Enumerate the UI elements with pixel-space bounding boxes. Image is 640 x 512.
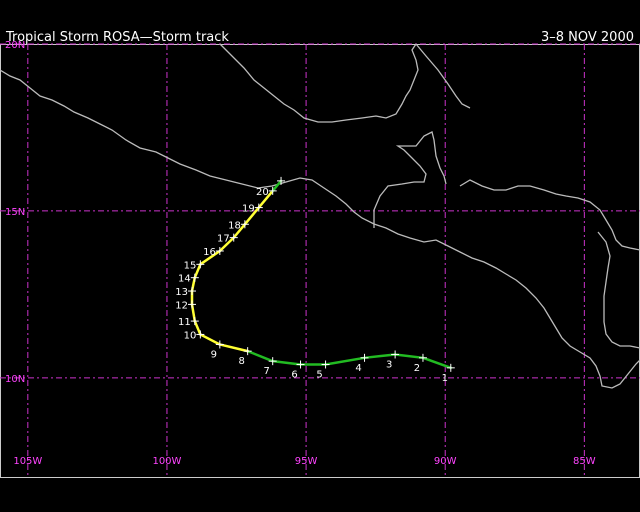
date-range: 3–8 NOV 2000 [541, 30, 634, 45]
track-segment [199, 249, 222, 266]
track-point-label: 12 [175, 300, 188, 311]
track-point-label: 19 [242, 204, 255, 215]
track-point-label: 17 [217, 234, 230, 245]
lat-label: 10N [5, 374, 25, 385]
track-segment [232, 223, 247, 239]
graticule: 20N 15N 10N 105W 100W 95W 90W 85W [0, 40, 640, 478]
track-segment [271, 179, 283, 193]
honduras-caribbean-coast [459, 179, 640, 251]
lat-label: 15N [5, 207, 25, 218]
track-segment [218, 343, 249, 353]
track-point-label: 7 [264, 366, 270, 377]
track-point-label: 15 [184, 260, 197, 271]
track-point-label: 16 [203, 247, 216, 258]
track-point-label: 3 [386, 359, 392, 370]
track-segment [246, 349, 274, 363]
track-point-label: 9 [211, 349, 217, 360]
lon-label: 90W [434, 456, 457, 467]
track-point-label: 20 [256, 187, 269, 198]
track-segment [363, 353, 397, 360]
track-point-label: 1 [442, 373, 448, 384]
guatemala-belize-border [373, 131, 447, 228]
track-segment [199, 333, 222, 346]
lon-label: 100W [152, 456, 181, 467]
track-point-label: 11 [178, 317, 191, 328]
track-point-label: 13 [175, 287, 188, 298]
track-segment [218, 236, 235, 253]
track-point-label: 2 [414, 363, 420, 374]
map-title: Tropical Storm ROSA—Storm track [5, 30, 229, 45]
track-point-label: 10 [184, 330, 197, 341]
track-segment [271, 359, 302, 366]
mexico-pacific-coast [0, 69, 640, 389]
track-point-label: 6 [291, 369, 297, 380]
lat-label: 20N [5, 40, 25, 51]
lon-label: 105W [13, 456, 42, 467]
track-segment [393, 353, 425, 360]
track-segment [193, 319, 202, 336]
track-point-label: 4 [355, 363, 361, 374]
yucatan-coast [415, 43, 471, 109]
mexico-gulf-coast [219, 43, 419, 123]
track-segment [193, 263, 202, 279]
central-america-interior-line [597, 231, 640, 349]
track-segment [257, 189, 274, 209]
track-point-label: 8 [238, 356, 244, 367]
coastlines [0, 43, 640, 389]
lon-label: 95W [295, 456, 318, 467]
track-point-label: 14 [178, 274, 191, 285]
track-point-label: 18 [228, 220, 241, 231]
track-segment [243, 206, 261, 226]
lon-label: 85W [573, 456, 596, 467]
track-point-label: 5 [316, 369, 322, 380]
track-segment [324, 356, 366, 366]
track-segment [421, 356, 453, 370]
